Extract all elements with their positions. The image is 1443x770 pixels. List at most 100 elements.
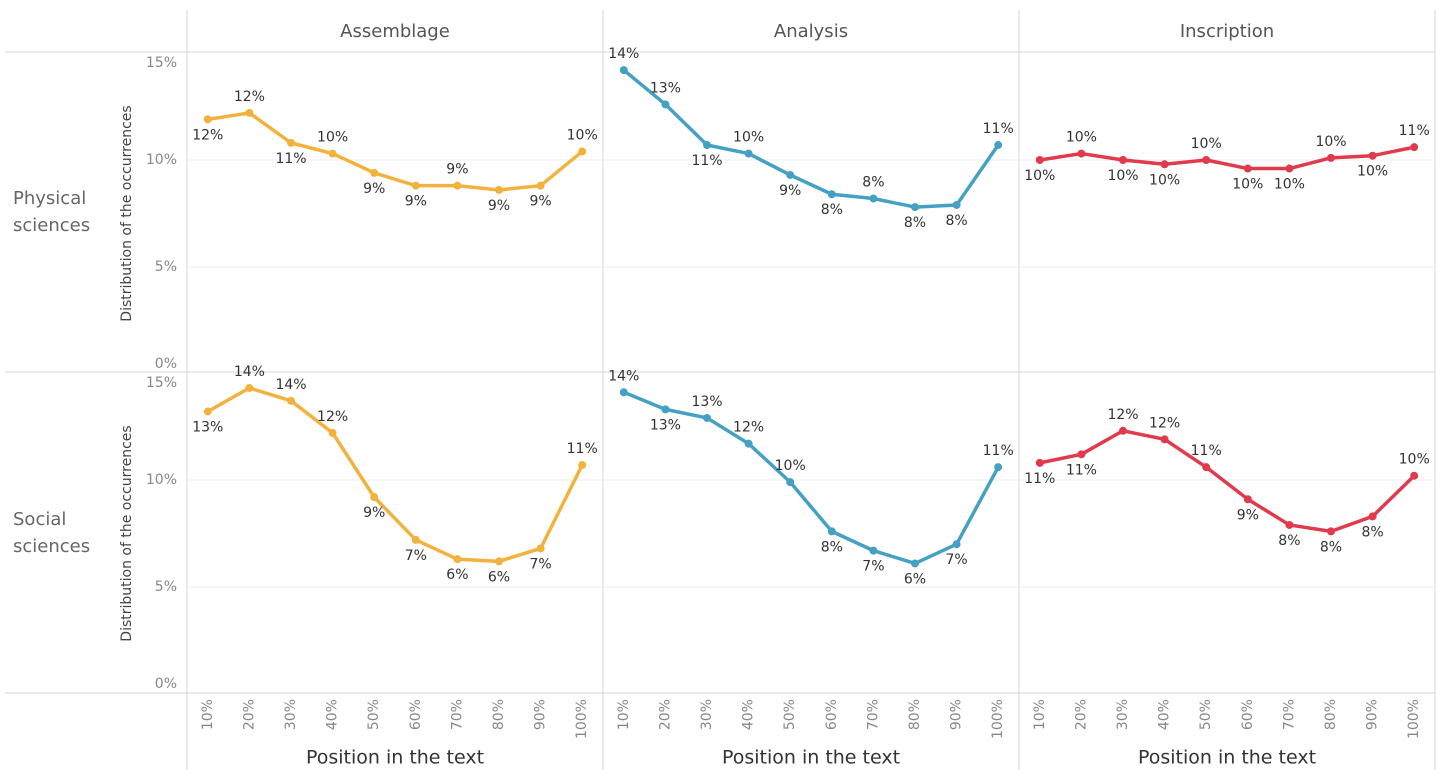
point (1077, 149, 1086, 158)
point (578, 461, 587, 470)
x-tick-label: 90% (949, 699, 965, 730)
data-label: 10% (317, 130, 348, 146)
y-tick-label: 10% (146, 152, 177, 168)
point (287, 138, 295, 147)
data-label: 11% (1191, 443, 1222, 459)
x-tick-label: 50% (782, 699, 798, 730)
data-label: 7% (405, 548, 427, 564)
point (411, 181, 420, 190)
x-tick-label: 100% (1406, 699, 1422, 739)
point (1410, 143, 1419, 152)
point (994, 141, 1003, 150)
data-label: 8% (821, 539, 843, 555)
data-label: 13% (650, 80, 681, 96)
line (1039, 145, 1415, 171)
point (536, 181, 545, 190)
x-tick-label: 90% (1365, 699, 1381, 730)
x-tick-label: 30% (283, 699, 299, 730)
point (744, 439, 753, 448)
data-label: 11% (1399, 123, 1430, 139)
data-label: 12% (192, 127, 223, 143)
point (245, 383, 254, 392)
data-label: 13% (650, 417, 681, 433)
data-label: 11% (567, 441, 598, 457)
x-tick-label: 100% (990, 699, 1006, 739)
y-axis-title: Distribution of the occurrences (119, 425, 135, 641)
x-tick-label: 50% (1198, 699, 1214, 730)
data-label: 10% (775, 458, 806, 474)
data-label: 11% (983, 443, 1014, 459)
data-label: 12% (733, 420, 764, 436)
line (1039, 429, 1416, 534)
point (952, 200, 961, 209)
point (703, 413, 711, 422)
x-tick-label: 50% (366, 699, 382, 730)
y-tick-label: 15% (146, 375, 177, 391)
x-tick-label: 60% (1240, 699, 1256, 730)
data-label: 6% (904, 571, 926, 587)
point (370, 493, 379, 502)
data-label: 7% (945, 552, 967, 568)
data-label: 11% (1066, 462, 1097, 478)
data-label: 8% (1278, 533, 1300, 549)
point (1077, 450, 1086, 459)
x-tick-label: 80% (491, 699, 507, 730)
data-label: 9% (529, 194, 551, 210)
data-label: 6% (446, 567, 468, 583)
column-header: Inscription (1180, 21, 1274, 42)
point (203, 115, 212, 124)
x-axis-title: Position in the text (1138, 747, 1316, 769)
point (495, 557, 503, 566)
point (411, 535, 420, 544)
point (911, 203, 919, 212)
data-label: 9% (779, 183, 801, 199)
x-tick-label: 80% (907, 699, 923, 730)
data-label: 11% (1024, 471, 1055, 487)
x-tick-label: 30% (699, 699, 715, 730)
y-tick-label: 5% (155, 259, 177, 275)
data-label: 10% (733, 130, 764, 146)
point (536, 544, 545, 553)
point (245, 108, 254, 117)
data-label: 10% (1107, 168, 1138, 184)
data-label: 13% (192, 420, 223, 436)
line (623, 390, 1000, 566)
y-tick-label: 10% (146, 472, 177, 488)
line (206, 386, 584, 564)
data-label: 14% (608, 368, 639, 384)
x-tick-label: 20% (1073, 699, 1089, 730)
point (786, 478, 795, 487)
data-label: 8% (904, 215, 926, 231)
data-label: 14% (275, 377, 306, 393)
point (1202, 463, 1211, 472)
point (869, 194, 878, 203)
x-tick-label: 30% (1115, 699, 1131, 730)
data-label: 11% (691, 153, 722, 169)
data-label: 9% (363, 181, 385, 197)
point (1285, 520, 1294, 529)
point (619, 66, 628, 75)
point (1243, 495, 1252, 504)
point (1368, 151, 1377, 160)
x-tick-label: 60% (408, 699, 424, 730)
point (1368, 512, 1377, 521)
x-tick-label: 40% (741, 699, 757, 730)
x-tick-label: 10% (1032, 699, 1048, 730)
point (1327, 153, 1335, 162)
data-label: 10% (1399, 452, 1430, 468)
x-tick-label: 70% (1281, 699, 1297, 730)
data-label: 8% (821, 202, 843, 218)
data-label: 9% (446, 162, 468, 178)
data-label: 6% (488, 569, 510, 585)
x-tick-label: 40% (1157, 699, 1173, 730)
data-label: 11% (983, 121, 1014, 137)
data-label: 10% (1024, 168, 1055, 184)
point (661, 100, 670, 109)
data-label: 8% (945, 213, 967, 229)
x-tick-label: 40% (325, 699, 341, 730)
point (1243, 164, 1252, 173)
y-tick-label: 0% (155, 356, 177, 372)
data-label: 12% (317, 409, 348, 425)
point (827, 190, 836, 199)
